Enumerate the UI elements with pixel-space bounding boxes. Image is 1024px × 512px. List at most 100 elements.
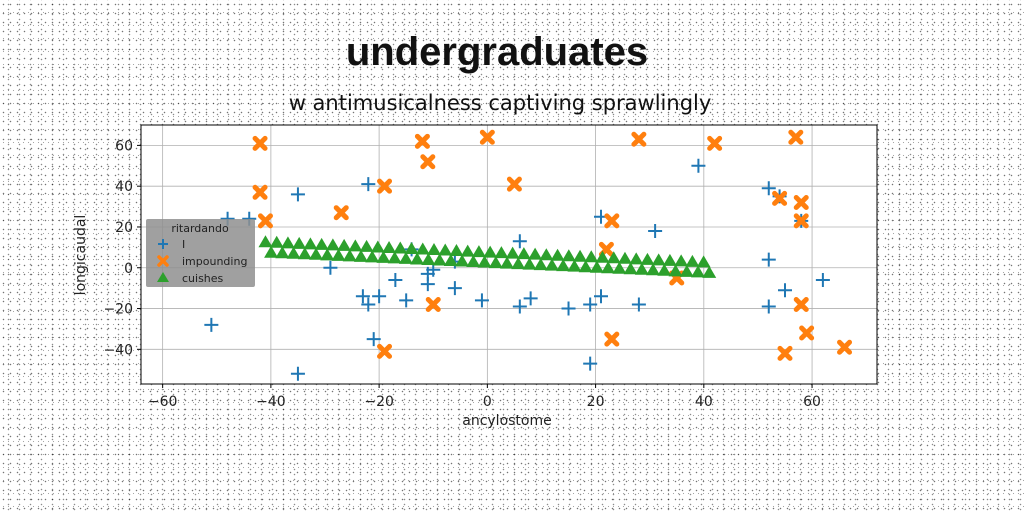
point-triangle	[483, 245, 498, 258]
point-x	[777, 345, 793, 361]
legend-box	[146, 219, 255, 287]
y-tick-label: 0	[124, 261, 133, 277]
point-triangle	[398, 251, 413, 264]
point-triangle	[303, 237, 318, 250]
point-triangle	[342, 249, 357, 262]
point-x	[772, 190, 788, 206]
point-triangle	[685, 254, 700, 267]
point-triangle	[691, 265, 706, 278]
point-triangle	[522, 257, 537, 270]
point-triangle	[382, 240, 397, 253]
y-tick-label: 40	[115, 179, 133, 195]
point-triangle	[393, 241, 408, 254]
x-tick-label: −40	[256, 394, 286, 410]
chart-subtitle: w antimusicalness captiving sprawlingly	[289, 91, 712, 115]
x-tick-label: −20	[364, 394, 394, 410]
axis-ticks: −60 −40 −20 0 20 40 60 −40 −20 0 20 40 60	[103, 138, 821, 410]
point-plus	[420, 277, 435, 292]
point-triangle	[365, 250, 380, 263]
point-x	[425, 296, 441, 312]
point-triangle	[679, 264, 694, 277]
point-triangle	[550, 248, 565, 261]
point-triangle	[634, 262, 649, 275]
x-tick-label: 0	[483, 394, 492, 410]
point-triangle	[269, 235, 284, 248]
point-plus	[523, 291, 538, 306]
point-triangle	[438, 243, 453, 256]
point-triangle	[275, 246, 290, 259]
point-x	[479, 129, 495, 145]
point-triangle	[646, 263, 661, 276]
point-plus	[474, 293, 489, 308]
point-triangle	[359, 239, 374, 252]
point-triangle	[640, 252, 655, 265]
point-triangle	[309, 247, 324, 260]
point-triangle	[337, 238, 352, 251]
point-triangle	[426, 243, 441, 256]
x-tick-label: 60	[803, 394, 821, 410]
point-triangle	[606, 251, 621, 264]
point-plus	[290, 366, 305, 381]
point-triangle	[404, 241, 419, 254]
point-triangle	[511, 257, 526, 270]
point-triangle	[325, 238, 340, 251]
point-triangle	[415, 242, 430, 255]
y-tick-label: −20	[103, 302, 133, 318]
point-plus	[761, 299, 776, 314]
point-plus	[631, 297, 646, 312]
point-triangle	[455, 254, 470, 267]
point-plus	[648, 224, 663, 239]
point-x	[257, 213, 273, 229]
point-x	[793, 194, 809, 210]
plot-frame	[140, 124, 878, 385]
point-triangle	[629, 252, 644, 265]
point-triangle	[612, 261, 627, 274]
point-triangle	[516, 247, 531, 260]
point-triangle	[292, 236, 307, 249]
point-triangle	[297, 247, 312, 260]
legend-title: ritardando	[171, 222, 229, 235]
point-plus	[583, 297, 598, 312]
point-triangle	[702, 265, 717, 278]
point-triangle	[353, 249, 368, 262]
point-x	[506, 176, 522, 192]
point-triangle	[320, 248, 335, 261]
point-plus	[372, 289, 387, 304]
point-triangle	[544, 258, 559, 271]
point-plus	[512, 299, 527, 314]
y-tick-label: −40	[103, 342, 133, 358]
point-triangle	[584, 250, 599, 263]
point-triangle	[494, 246, 509, 259]
point-plus	[594, 289, 608, 304]
y-tick-label: 20	[115, 220, 133, 236]
x-tick-label: 40	[695, 394, 713, 410]
legend-marker-x	[157, 255, 169, 267]
point-x	[631, 131, 647, 147]
point-x	[414, 133, 430, 149]
point-triangle	[500, 256, 515, 269]
point-plus	[204, 317, 219, 332]
point-triangle	[595, 250, 610, 263]
point-x	[252, 184, 268, 200]
point-x	[333, 205, 349, 221]
x-axis-label: ancylostome	[462, 413, 552, 429]
point-plus	[815, 272, 830, 287]
point-plus	[447, 281, 462, 296]
point-triangle	[696, 255, 711, 268]
point-triangle	[449, 244, 464, 257]
legend-entry-i: I	[182, 238, 185, 251]
point-triangle	[662, 253, 677, 266]
point-triangle	[623, 262, 638, 275]
point-triangle	[477, 255, 492, 268]
point-triangle	[331, 248, 346, 261]
point-triangle	[264, 245, 279, 258]
point-x	[788, 129, 804, 145]
point-plus	[583, 356, 598, 371]
point-triangle	[657, 263, 672, 276]
point-x	[793, 213, 809, 229]
point-plus	[361, 297, 376, 312]
point-triangle	[617, 251, 632, 264]
point-triangle	[460, 244, 475, 257]
point-x	[707, 135, 723, 151]
